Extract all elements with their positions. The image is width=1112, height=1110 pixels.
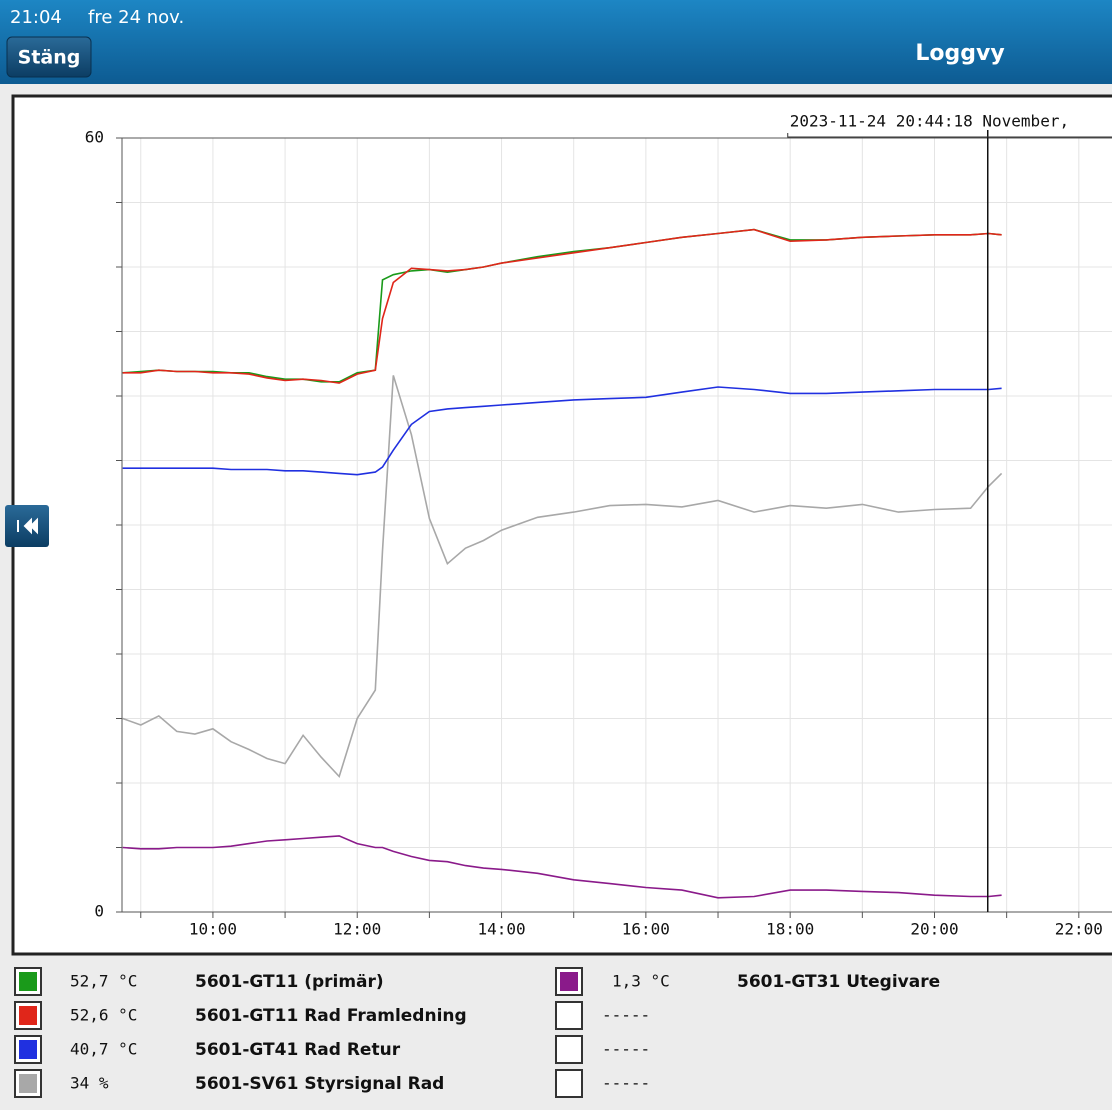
legend-empty-swatch	[555, 1035, 583, 1064]
legend-empty-reading: -----	[602, 1040, 650, 1059]
x-tick-label: 22:00	[1055, 920, 1103, 939]
series-line	[122, 228, 1002, 384]
legend-entry: 5601-GT31 Utegivare	[737, 972, 940, 992]
legend-entry: 5601-GT11 (primär)	[195, 972, 384, 992]
cursor-label: 2023-11-24 20:44:18 November,	[790, 112, 1069, 131]
series-line	[122, 386, 1002, 476]
series-line	[122, 835, 1002, 899]
legend: 52,7 °C 5601-GT11 (primär) 52,6 °C 5601-GT1…	[14, 967, 940, 1098]
plot-frame	[121, 137, 1112, 913]
close-button-label[interactable]: Stäng	[18, 47, 81, 69]
legend-swatch	[560, 972, 578, 991]
plot: 0 60 10:00 12:00 14:00 16:00 18:00 20:00 22:00 20…	[85, 112, 1112, 939]
y-tick-label: 0	[94, 902, 104, 921]
rewind-icon[interactable]	[17, 517, 38, 535]
legend-reading: 1,3 °C	[612, 972, 670, 991]
date: fre 24 nov.	[88, 7, 184, 28]
legend-swatch	[19, 1040, 37, 1059]
x-tick-label: 14:00	[477, 920, 525, 939]
close-button[interactable]	[6, 36, 92, 78]
legend-entry: 5601-GT11 Rad Framledning	[195, 1006, 467, 1026]
legend-reading: 40,7 °C	[70, 1040, 137, 1059]
x-tick-label: 18:00	[766, 920, 814, 939]
top-bar	[0, 0, 1112, 84]
legend-reading: 34 %	[70, 1074, 109, 1093]
legend-reading: 52,7 °C	[70, 972, 137, 991]
x-tick-label: 10:00	[189, 920, 237, 939]
legend-empty-swatch	[555, 1001, 583, 1030]
legend-swatch	[19, 1074, 37, 1093]
cursor-bracket	[787, 133, 1112, 138]
clock: 21:04	[10, 7, 62, 28]
x-tick-label: 12:00	[333, 920, 381, 939]
legend-entry: 5601-GT41 Rad Retur	[195, 1040, 401, 1060]
legend-entry: 5601-SV61 Styrsignal Rad	[195, 1074, 444, 1094]
legend-empty-reading: -----	[602, 1074, 650, 1093]
x-tick-label: 16:00	[622, 920, 670, 939]
x-tick-label: 20:00	[910, 920, 958, 939]
page-title: Loggvy	[915, 41, 1004, 66]
legend-swatch	[19, 972, 37, 991]
legend-reading: 52,6 °C	[70, 1006, 137, 1025]
legend-empty-reading: -----	[602, 1006, 650, 1025]
legend-empty-swatch	[555, 1069, 583, 1098]
legend-swatch	[19, 1006, 37, 1025]
y-tick-label: 60	[85, 128, 104, 147]
series-line	[122, 375, 1003, 779]
